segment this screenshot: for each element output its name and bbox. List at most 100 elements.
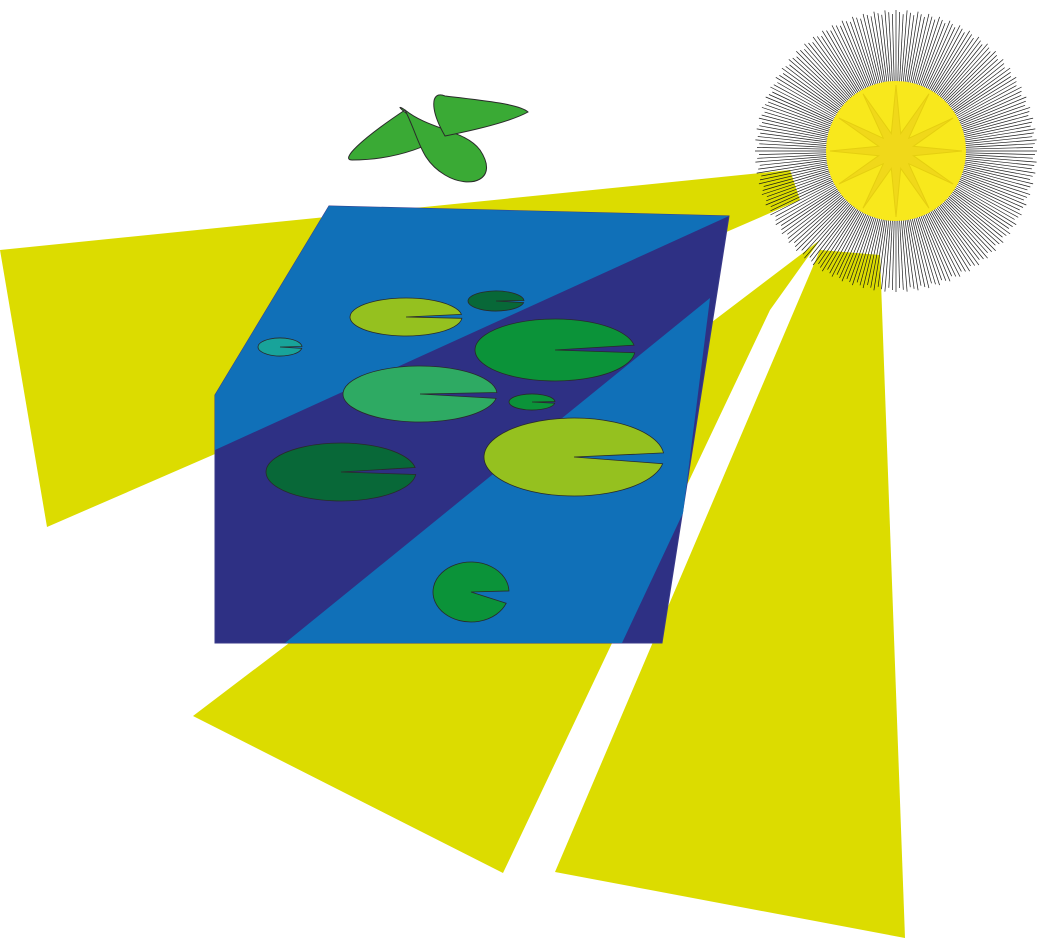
lily-pad-lime-top — [349, 297, 463, 337]
sun-burst-line — [939, 47, 990, 103]
sun-burst-line — [873, 11, 887, 87]
sun-burst-line — [831, 25, 867, 94]
sun-burst-line — [912, 213, 932, 284]
sun-burst-line — [922, 23, 953, 92]
sun-burst-line — [822, 206, 863, 272]
sun-burst-line — [800, 49, 852, 105]
sun-burst-line — [950, 76, 1012, 116]
sun-burst-line — [830, 30, 866, 95]
sun-burst-line — [953, 180, 1022, 216]
sun-burst-line — [765, 96, 837, 127]
sun-burst-line — [960, 132, 1034, 143]
sun-burst-line — [755, 155, 832, 163]
sun-burst-line — [956, 100, 1026, 129]
sun-burst-line — [942, 195, 996, 246]
sun-burst-line — [907, 14, 922, 88]
sun-burst-line — [923, 27, 956, 93]
sun-burst-line — [821, 35, 861, 97]
sun-burst-line — [960, 139, 1037, 147]
sun-burst-line — [952, 81, 1017, 119]
sun-burst-line — [770, 178, 838, 212]
sun-burst-line — [948, 188, 1011, 235]
sun-burst-line — [770, 177, 837, 208]
sun-burst-line — [756, 147, 832, 150]
sun-burst-line — [846, 211, 874, 280]
lily-pad-dark-small-top — [467, 290, 525, 312]
sun-burst-line — [762, 169, 834, 191]
lily-pad-mint-center — [342, 365, 498, 423]
sun-burst-line — [928, 207, 966, 272]
sun-burst-line — [792, 57, 848, 108]
sun-ray-lower-middle — [555, 250, 905, 938]
sun-burst-line — [812, 36, 859, 99]
sun-burst-line — [839, 25, 870, 92]
sun-burst-line — [775, 184, 841, 225]
sun-burst-line — [775, 181, 840, 217]
sun-burst-line — [957, 172, 1028, 198]
sun-burst-line — [935, 40, 981, 100]
sun-burst-line — [841, 20, 872, 92]
sun-burst-line — [941, 196, 996, 251]
sun-burst-line — [764, 111, 834, 133]
sun-burst-line — [766, 173, 836, 202]
sun-burst-line — [772, 91, 838, 124]
sun-burst-line — [950, 186, 1013, 227]
sun-burst-line — [870, 16, 885, 88]
sun-burst-line — [952, 85, 1017, 121]
sun-burst-line — [933, 203, 980, 266]
sun-burst-line — [959, 164, 1031, 180]
sun-burst-line — [820, 205, 861, 268]
sun-burst-line — [873, 215, 887, 291]
sun-burst-line — [765, 175, 837, 206]
sun-burst-line — [958, 111, 1030, 133]
sun-burst-line — [946, 63, 1005, 111]
sun-burst-line — [862, 13, 882, 88]
sun-burst-line — [945, 192, 1004, 243]
sun-burst-line — [759, 143, 832, 148]
sun-burst-line — [907, 214, 922, 286]
sun-burst-line — [856, 17, 878, 89]
sun-burst-line — [761, 107, 835, 132]
sun-burst-line — [915, 212, 940, 286]
sun-burst-line — [922, 210, 953, 277]
sun-burst-line — [923, 209, 957, 277]
sun-burst-line — [957, 107, 1031, 132]
sun-burst-line — [785, 66, 845, 112]
sun-burst-line — [761, 114, 834, 135]
sun-burst-line — [781, 67, 844, 114]
sun-burst-line — [763, 167, 834, 187]
sun-burst-line — [764, 104, 835, 130]
sun-burst-line — [909, 16, 925, 88]
sun-burst-line — [951, 77, 1017, 118]
sun-burst-line — [925, 208, 961, 277]
sun-burst-line — [841, 210, 872, 282]
sun-burst-line — [952, 183, 1015, 220]
sun-burst-line — [787, 190, 845, 235]
sun-burst-line — [808, 42, 856, 101]
sun-burst-line — [947, 67, 1005, 112]
lily-pad-teal-left — [257, 337, 303, 357]
sun-burst-line — [835, 25, 869, 93]
sun-burst-line — [796, 196, 851, 251]
sun-burst-line — [770, 180, 839, 216]
lily-pad-lime-right — [483, 417, 665, 497]
sun-burst-line — [940, 197, 992, 253]
sun-burst-line — [958, 169, 1028, 191]
sun-burst-line — [758, 117, 833, 137]
sun-burst-line — [955, 96, 1027, 127]
sun-burst-line — [779, 75, 842, 116]
sun-burst-line — [952, 181, 1019, 218]
sun-burst-line — [804, 43, 855, 102]
sun-burst-line — [929, 30, 970, 96]
sun-star — [829, 84, 963, 218]
sun-burst-line — [944, 194, 1000, 245]
sun-burst-line — [756, 128, 832, 142]
sun-burst-line — [768, 94, 837, 125]
sun-burst-line — [959, 121, 1033, 138]
sun-burst-line — [788, 59, 847, 110]
sun-burst-line — [897, 11, 900, 87]
sun-burst-line — [759, 157, 832, 166]
sun-burst-line — [920, 20, 951, 92]
sun-burst-line — [770, 86, 839, 122]
